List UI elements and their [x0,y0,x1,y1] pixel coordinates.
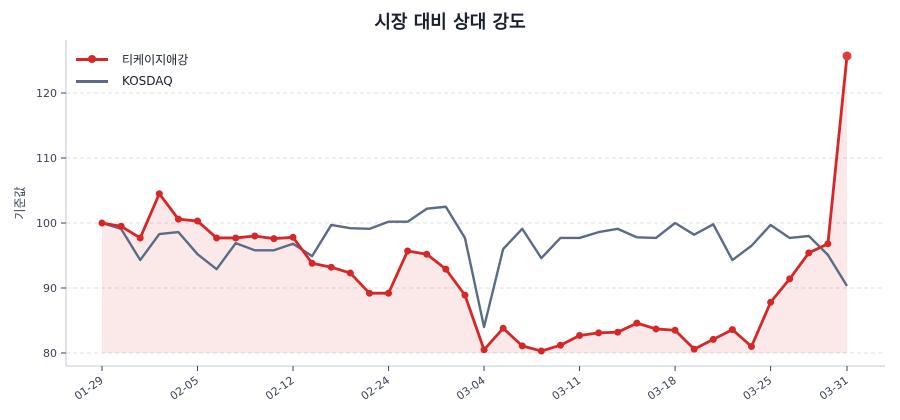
axes [65,40,885,367]
legend-swatch-kosdaq [74,75,110,87]
legend-item-kosdaq: KOSDAQ [74,70,188,92]
legend-item-stock: 티케이지애강 [74,48,188,70]
legend: 티케이지애강 KOSDAQ [74,48,188,92]
svg-text:02-12: 02-12 [263,374,297,403]
svg-text:03-18: 03-18 [645,374,679,403]
svg-text:01-29: 01-29 [72,374,106,403]
svg-text:80: 80 [43,347,57,360]
svg-text:03-31: 03-31 [817,374,851,403]
chart-title: 시장 대비 상대 강도 [374,12,526,33]
svg-text:02-05: 02-05 [168,374,202,403]
stock-fill-area [102,55,847,353]
svg-text:110: 110 [36,152,57,165]
series-lines [98,51,852,355]
svg-text:03-11: 03-11 [550,374,584,403]
x-axis-ticks: 01-29 02-05 02-12 02-24 03-04 03-11 03-18 03-25… [72,366,851,403]
y-axis-ticks: 80 90 100 110 120 [36,87,66,360]
legend-label-kosdaq: KOSDAQ [122,74,173,88]
svg-text:100: 100 [36,217,57,230]
svg-text:02-24: 02-24 [359,374,393,403]
legend-swatch-stock [74,53,110,65]
legend-label-stock: 티케이지애강 [122,52,189,67]
svg-text:90: 90 [43,282,57,295]
svg-text:03-25: 03-25 [741,374,775,403]
y-axis-label: 기준값 [13,186,27,219]
svg-text:03-04: 03-04 [454,374,488,403]
svg-text:120: 120 [36,87,57,100]
